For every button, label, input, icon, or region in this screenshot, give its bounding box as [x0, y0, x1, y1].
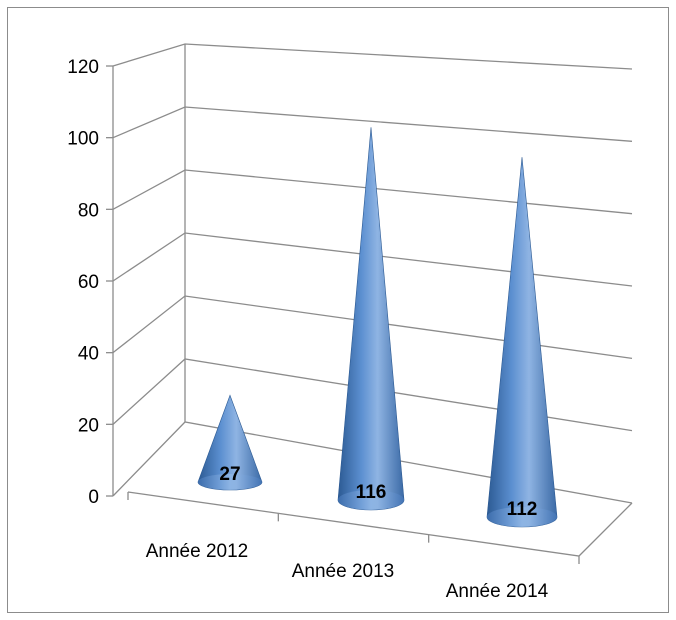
y-axis-tick-labels: 0 20 40 60 80 100 120: [67, 57, 99, 508]
x-category-label: Année 2012: [146, 541, 249, 562]
x-category-label: Année 2014: [446, 581, 549, 602]
y-tick-label: 100: [67, 129, 99, 150]
y-tick-label: 20: [78, 415, 99, 436]
data-label: 112: [507, 499, 538, 520]
y-tick-label: 120: [67, 57, 99, 78]
gridline: [112, 43, 633, 70]
data-label: 116: [356, 482, 387, 503]
cone-bar: [337, 127, 405, 511]
category-labels: Année 2012 Année 2013 Année 2014: [146, 541, 549, 602]
data-labels: 27 116 112: [219, 464, 537, 520]
y-tick-label: 40: [78, 344, 99, 365]
chart-frame: [7, 7, 669, 613]
y-tick-label: 0: [88, 487, 99, 508]
cone-bar: [486, 157, 558, 528]
x-category-label: Année 2013: [292, 561, 395, 582]
y-tick-label: 60: [78, 272, 99, 293]
gridline: [112, 106, 633, 142]
y-tick-label: 80: [78, 200, 99, 221]
data-label: 27: [219, 464, 240, 485]
axes: [106, 44, 633, 564]
cone-bar: [197, 394, 263, 491]
cones: [197, 127, 558, 528]
